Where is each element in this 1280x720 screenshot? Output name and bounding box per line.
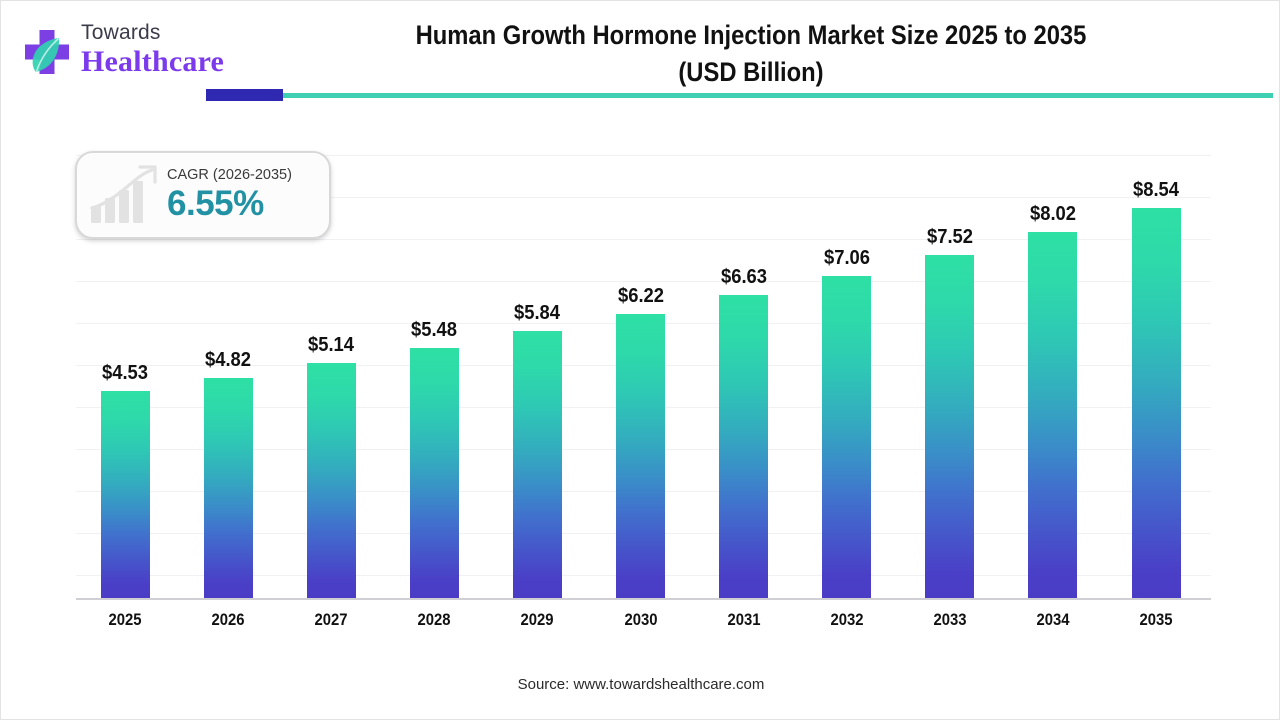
page-title: Human Growth Hormone Injection Market Si… (415, 20, 1087, 87)
bar-value-label-2034: $8.02 (1029, 202, 1076, 225)
gridline (76, 281, 1211, 282)
divider-indigo-block (206, 89, 283, 101)
x-axis-label-2026: 2026 (211, 611, 245, 629)
bar-value-label-2032: $7.06 (823, 246, 870, 269)
x-axis-label-2027: 2027 (314, 611, 348, 629)
bar-value-label-2035: $8.54 (1132, 179, 1180, 202)
growth-bar-chart-arrow-icon (90, 165, 157, 223)
x-axis-label-2034: 2034 (1036, 611, 1070, 629)
cagr-texts: CAGR (2026-2035) 6.55% (167, 167, 292, 224)
gridline (76, 155, 1211, 156)
bar-2027 (306, 363, 356, 598)
cagr-badge: CAGR (2026-2035) 6.55% (75, 151, 331, 239)
x-axis-label-2033: 2033 (933, 611, 967, 629)
bar-value-label-2031: $6.63 (720, 266, 767, 289)
bar-value-label-2029: $5.84 (514, 302, 561, 325)
bar-2026 (203, 377, 253, 598)
bar-2035 (1131, 208, 1181, 598)
brand-line-1: Towards (81, 21, 161, 44)
bar-2029 (512, 331, 562, 598)
divider-teal-line (206, 93, 1273, 98)
x-axis-label-2031: 2031 (727, 611, 761, 629)
bar-value-label-2030: $6.22 (617, 285, 664, 308)
gridline (76, 197, 1211, 198)
brand-logo[interactable]: Towards Healthcare (15, 13, 265, 93)
medical-cross-leaf-icon (25, 30, 69, 74)
x-axis-line (76, 598, 1211, 600)
bar-value-label-2027: $5.14 (308, 334, 355, 357)
bar-2032 (822, 275, 872, 598)
bar-value-label-2028: $5.48 (411, 318, 458, 341)
source-note: Source: www.towardshealthcare.com (517, 676, 765, 693)
x-axis-label-2028: 2028 (417, 611, 451, 629)
bar-2031 (719, 295, 769, 598)
x-axis-label-2030: 2030 (623, 611, 658, 629)
x-axis-label-2035: 2035 (1139, 611, 1173, 629)
bar-value-label-2025: $4.53 (101, 362, 149, 385)
bar-2028 (409, 347, 459, 598)
cagr-label: CAGR (2026-2035) (167, 166, 292, 183)
header-divider (1, 89, 1280, 101)
bar-2025 (100, 391, 150, 598)
x-axis-label-2029: 2029 (520, 611, 554, 629)
chart-header: Towards Healthcare Human Growth Hormone … (1, 1, 1280, 101)
x-axis-label-2025: 2025 (108, 611, 142, 629)
brand-line-2: Healthcare (81, 45, 225, 78)
brand-wordmark: Towards Healthcare (81, 21, 224, 78)
bar-2033 (925, 254, 975, 598)
bar-2030 (616, 314, 665, 598)
bar-2034 (1028, 231, 1078, 598)
bar-value-label-2026: $4.82 (205, 348, 252, 371)
cagr-value: 6.55% (167, 183, 264, 223)
bar-value-label-2033: $7.52 (926, 225, 973, 248)
gridline (76, 239, 1211, 240)
x-axis-label-2032: 2032 (830, 611, 864, 629)
